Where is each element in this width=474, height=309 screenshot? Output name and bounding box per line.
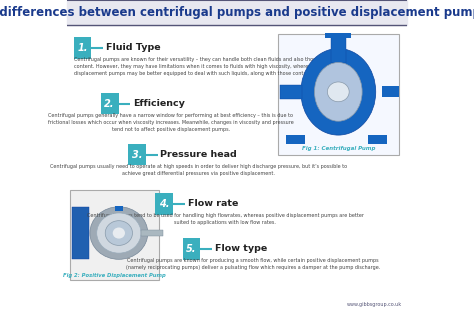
Bar (331, 34, 346, 63)
Text: 5 differences between centrifugal pumps and positive displacement pumps: 5 differences between centrifugal pumps … (0, 6, 474, 19)
Text: 4.: 4. (159, 199, 169, 209)
Bar (72, 207, 89, 259)
Text: Centrifugal pumps are known for producing a smooth flow, while certain positive : Centrifugal pumps are known for producin… (126, 258, 380, 270)
Bar (182, 238, 200, 260)
Text: www.gibbsgroup.co.uk: www.gibbsgroup.co.uk (347, 302, 402, 307)
Text: Fig 2: Positive Displacement Pump: Fig 2: Positive Displacement Pump (63, 273, 166, 278)
Text: Flow type: Flow type (215, 244, 267, 253)
Bar (115, 206, 123, 211)
Bar (383, 86, 400, 97)
Text: Pressure head: Pressure head (160, 150, 237, 159)
Bar (368, 135, 387, 144)
Text: 1.: 1. (77, 43, 88, 53)
Bar (67, 0, 407, 25)
Bar (70, 190, 159, 280)
Bar (286, 135, 305, 144)
Bar (73, 37, 91, 59)
Text: Centrifugal pumps usually need to operate at high speeds in order to deliver hig: Centrifugal pumps usually need to operat… (50, 164, 347, 176)
Bar (155, 193, 173, 215)
Text: Centrifugal pumps generally have a narrow window for performing at best efficien: Centrifugal pumps generally have a narro… (48, 113, 294, 132)
Text: 2.: 2. (104, 99, 115, 108)
Ellipse shape (301, 49, 376, 135)
Text: 3.: 3. (132, 150, 142, 159)
Text: Flow rate: Flow rate (188, 199, 238, 209)
Circle shape (328, 82, 349, 102)
Bar (325, 33, 351, 38)
Text: Efficiency: Efficiency (133, 99, 185, 108)
Circle shape (97, 213, 141, 253)
Text: Centrifugal pumps are known for their versatility – they can handle both clean f: Centrifugal pumps are known for their ve… (73, 57, 361, 76)
Circle shape (105, 221, 132, 245)
Circle shape (90, 207, 148, 259)
Circle shape (113, 227, 125, 239)
Bar (128, 144, 146, 165)
Text: 5.: 5. (186, 244, 197, 254)
Text: Centrifugal pumps tend to be used for handling high flowrates, whereas positive : Centrifugal pumps tend to be used for ha… (87, 213, 364, 225)
Text: Fluid Type: Fluid Type (106, 43, 161, 53)
Bar (141, 230, 163, 236)
Text: Fig 1: Centrifugal Pump: Fig 1: Centrifugal Pump (301, 146, 375, 151)
Bar (278, 34, 399, 154)
Bar (101, 93, 118, 114)
Ellipse shape (314, 62, 362, 121)
Bar (280, 85, 301, 99)
